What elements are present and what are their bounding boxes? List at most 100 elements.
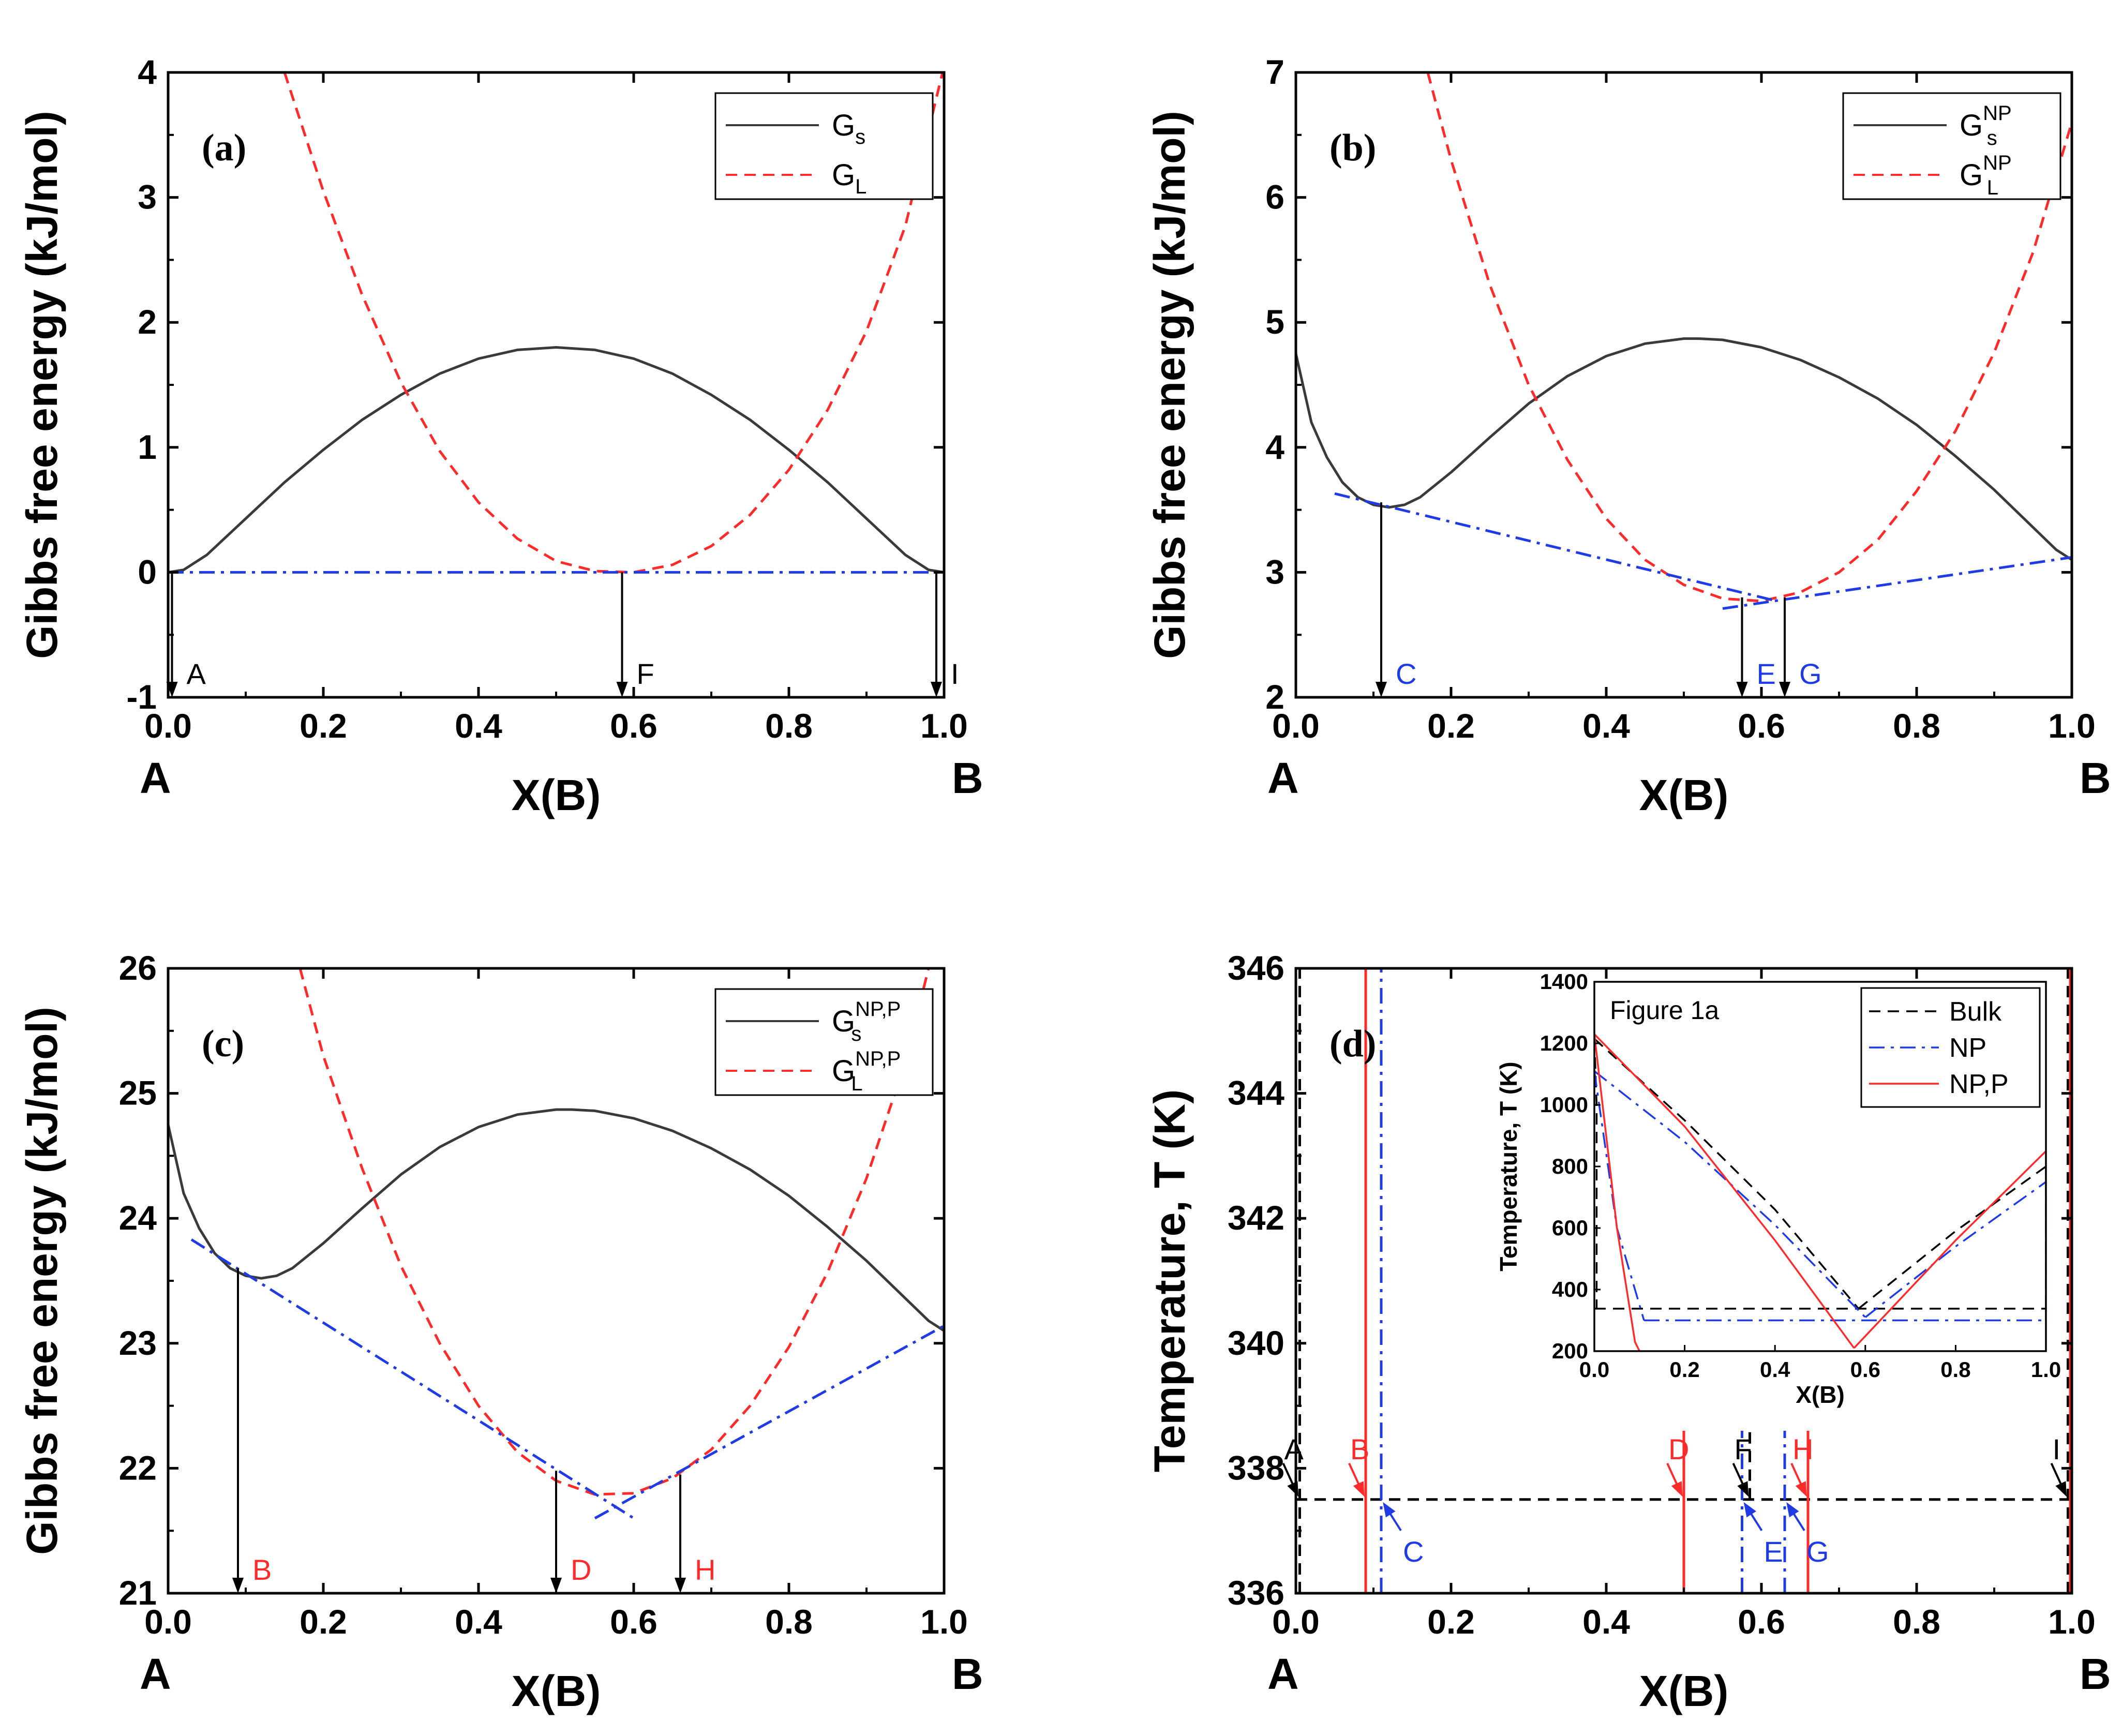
y-tick-label: 6 <box>1265 178 1284 216</box>
marker-label: I <box>951 657 959 690</box>
inset-y-tick-label: 1000 <box>1540 1093 1588 1117</box>
marker-label: I <box>2053 1433 2061 1465</box>
panel-a: A F I 0.0 0.2 0.4 0.6 0.8 1.0 -1 0 1 2 3 4 A B X(B) Gibbs … <box>18 53 983 819</box>
x-left-end-label: A <box>1267 754 1299 802</box>
y-axis-title: Gibbs free energy (kJ/mol) <box>18 111 66 659</box>
legend-box <box>1842 92 2061 200</box>
marker-label: E <box>1757 657 1776 690</box>
panel-label: (a) <box>202 127 246 169</box>
panel-label: (c) <box>202 1023 244 1065</box>
x-left-end-label: A <box>140 1650 171 1698</box>
y-tick-label: 3 <box>1265 552 1284 591</box>
series-line <box>1296 337 2072 561</box>
y-axis-title: Temperature, T (K) <box>1145 1089 1194 1473</box>
x-tick-label: 0.4 <box>455 707 502 745</box>
y-tick-label: -1 <box>126 678 157 716</box>
marker-label: E <box>1764 1535 1783 1568</box>
marker-label: F <box>637 657 654 690</box>
x-tick-label: 0.6 <box>610 707 657 745</box>
legend-label: GL <box>832 158 866 198</box>
inset-legend-label: Bulk <box>1949 997 2002 1027</box>
legend-box <box>714 988 934 1096</box>
marker-arrow-head <box>1383 1502 1396 1518</box>
x-right-end-label: B <box>2080 1650 2111 1698</box>
inset-x-tick-label: 1.0 <box>2031 1357 2061 1382</box>
x-tick-label: 0.6 <box>1738 1603 1785 1641</box>
marker-arrow-head <box>1671 1481 1683 1497</box>
legend-label-sub: s <box>851 1023 861 1045</box>
x-tick-label: 0.0 <box>1272 707 1320 745</box>
marker-label: C <box>1396 657 1416 690</box>
marker-arrow-head <box>1736 682 1748 697</box>
inset-y-tick-label: 400 <box>1552 1277 1588 1301</box>
y-tick-label: 23 <box>119 1324 157 1362</box>
marker-arrow-head <box>1353 1481 1365 1497</box>
y-tick-label: 338 <box>1228 1448 1284 1487</box>
marker-label: D <box>571 1553 591 1586</box>
legend-label: GNP L <box>1960 152 2012 199</box>
marker-label: B <box>252 1553 272 1586</box>
x-axis-title: X(B) <box>512 1667 601 1715</box>
legend-label-sub: L <box>1987 176 1998 199</box>
inset-x-axis-title: X(B) <box>1796 1381 1845 1408</box>
legend-label-base: G <box>1960 109 1983 142</box>
inset-y-tick-label: 800 <box>1552 1154 1588 1178</box>
y-tick-label: 344 <box>1228 1074 1284 1112</box>
y-tick-label: 21 <box>119 1574 157 1612</box>
legend-label-base: G <box>1960 158 1983 192</box>
inset-legend-label: NP,P <box>1949 1069 2009 1099</box>
series-line <box>190 1238 635 1520</box>
x-tick-label: 0.2 <box>300 707 347 745</box>
x-tick-label: 1.0 <box>2048 707 2096 745</box>
legend-label: GNP,P s <box>832 998 901 1045</box>
y-tick-label: 26 <box>119 949 157 987</box>
marker-label: H <box>695 1553 715 1586</box>
y-tick-label: 342 <box>1228 1199 1284 1237</box>
legend-label-sub: s <box>855 126 865 148</box>
legend-label-base: G <box>832 158 855 192</box>
marker-label: G <box>1799 657 1822 690</box>
y-tick-label: 346 <box>1228 949 1284 987</box>
marker-arrow-head <box>1737 1481 1749 1497</box>
marker-arrow-head <box>1743 1502 1756 1518</box>
panel-c: B D H 0.0 0.2 0.4 0.6 0.8 1.0 21 22 23 24 25 26 A B X(B) G… <box>18 949 983 1715</box>
legend: Gs GL <box>714 92 934 200</box>
series-line <box>298 968 930 1496</box>
inset-series-line <box>1853 1150 2046 1349</box>
x-tick-label: 1.0 <box>920 1603 968 1641</box>
y-tick-label: 4 <box>1265 428 1284 466</box>
marker-label: F <box>1735 1433 1752 1465</box>
y-tick-label: 1 <box>138 428 157 466</box>
y-tick-label: 3 <box>138 178 157 216</box>
x-tick-label: 0.2 <box>1427 707 1475 745</box>
marker-arrow-head <box>2055 1481 2067 1497</box>
inset-y-tick-label: 1400 <box>1540 969 1588 994</box>
y-tick-label: 340 <box>1228 1324 1284 1362</box>
legend-label-base: G <box>832 1005 855 1038</box>
y-tick-label: 2 <box>138 303 157 341</box>
legend-label: GNP s <box>1960 102 2012 149</box>
marker-arrow-head <box>1786 1502 1799 1518</box>
marker-label: B <box>1350 1433 1369 1465</box>
panel-label: (d) <box>1329 1023 1376 1065</box>
x-tick-label: 0.2 <box>1427 1603 1475 1641</box>
marker-arrow-head <box>550 1578 562 1593</box>
x-tick-label: 0.0 <box>144 1603 192 1641</box>
x-tick-label: 0.2 <box>300 1603 347 1641</box>
series-line <box>594 1324 944 1520</box>
y-tick-label: 25 <box>119 1074 157 1112</box>
marker-arrow-head <box>1376 682 1387 697</box>
marker-arrow-head <box>616 682 628 697</box>
inset-series-line <box>1864 1181 2046 1318</box>
marker-label: G <box>1806 1535 1829 1568</box>
marker-label: C <box>1403 1535 1424 1568</box>
y-tick-label: 2 <box>1265 678 1284 716</box>
y-tick-label: 22 <box>119 1448 157 1487</box>
legend-label: Gs <box>832 109 865 148</box>
x-axis-title: X(B) <box>512 771 601 819</box>
legend-label-sub: s <box>1987 127 1997 149</box>
inset-series-line <box>1594 1034 1640 1351</box>
marker-label: H <box>1792 1433 1813 1465</box>
inset-x-tick-label: 0.2 <box>1669 1357 1699 1382</box>
